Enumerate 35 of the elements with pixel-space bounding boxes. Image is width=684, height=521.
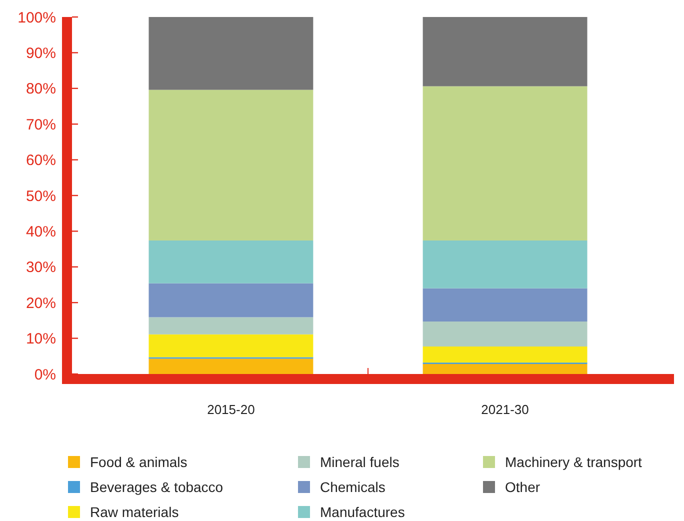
- y-tick-label: 30%: [26, 259, 56, 276]
- bar: [422, 288, 588, 322]
- bar: [148, 334, 314, 358]
- y-tick-label: 80%: [26, 80, 56, 98]
- bar: [148, 17, 314, 90]
- legend-label: Mineral fuels: [320, 454, 400, 470]
- x-tick-label: 2021-30: [481, 402, 529, 417]
- y-tick-label: 40%: [26, 223, 56, 240]
- bar: [422, 86, 588, 240]
- y-tick-label: 0%: [34, 366, 56, 384]
- bar: [422, 240, 588, 288]
- legend-label: Food & animals: [90, 454, 188, 470]
- y-tick-label: 60%: [26, 152, 56, 170]
- bar: [422, 17, 588, 86]
- bar: [422, 322, 588, 347]
- bar: [148, 283, 314, 318]
- bar: [148, 90, 314, 240]
- y-tick-label: 90%: [26, 44, 56, 62]
- legend-label: Chemicals: [320, 478, 386, 495]
- legend-label: Other: [505, 478, 540, 495]
- y-tick-label: 50%: [26, 188, 56, 205]
- y-tick-label: 20%: [26, 294, 56, 312]
- y-tick-label: 70%: [26, 116, 56, 134]
- y-tick-label: 100%: [18, 9, 56, 26]
- y-tick-label: 10%: [26, 330, 56, 348]
- legend-label: Machinery & transport: [505, 454, 642, 470]
- bar: [422, 346, 588, 363]
- legend-label: Raw materials: [90, 504, 179, 520]
- bar: [148, 358, 314, 374]
- bar: [422, 364, 588, 374]
- bar: [148, 317, 314, 334]
- legend-label: Beverages & tobacco: [90, 478, 224, 495]
- legend-label: Manufactures: [320, 504, 405, 520]
- x-tick-label: 2015-20: [207, 402, 255, 417]
- bar: [148, 240, 314, 284]
